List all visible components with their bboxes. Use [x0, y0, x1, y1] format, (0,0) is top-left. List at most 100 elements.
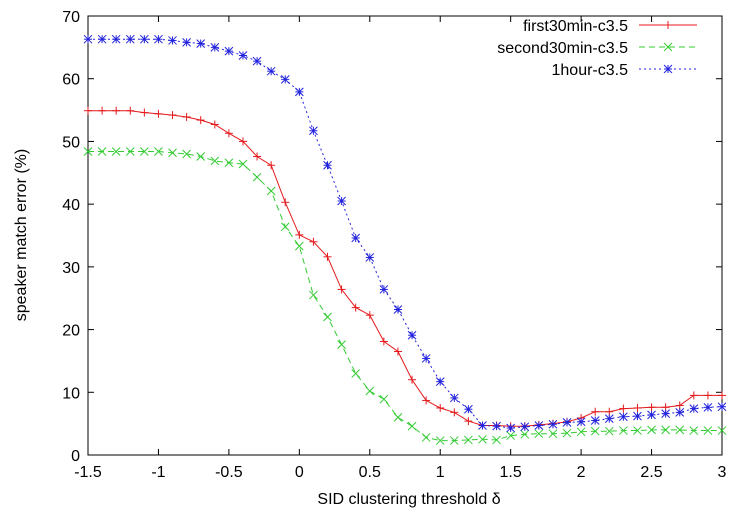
y-tick-label: 40 [62, 197, 80, 214]
data-point [422, 396, 431, 405]
data-point [492, 421, 501, 431]
x-tick-label: -1 [151, 464, 165, 481]
data-point [83, 34, 93, 44]
data-point [492, 435, 501, 445]
data-point [436, 403, 445, 412]
data-point [140, 34, 149, 44]
y-tick-label: 50 [62, 134, 80, 151]
data-point [633, 411, 642, 421]
data-point [323, 160, 332, 170]
y-tick-label: 30 [62, 260, 80, 277]
data-point [478, 434, 487, 444]
data-point [154, 34, 163, 44]
data-point [689, 404, 699, 413]
data-point [605, 407, 614, 416]
data-point [196, 152, 206, 161]
data-point [703, 426, 713, 435]
data-point [266, 186, 276, 196]
legend: first30min-c3.5 second30min-c3.5 1hour-c3.… [497, 18, 697, 79]
data-point [534, 429, 544, 439]
data-point [449, 436, 459, 445]
data-point [224, 129, 233, 138]
x-axis-label: SID clustering threshold δ [317, 491, 500, 508]
data-point [168, 111, 177, 120]
data-point [576, 417, 586, 427]
data-point [182, 37, 191, 47]
x-tick-label: 1.5 [500, 464, 522, 481]
data-point [421, 354, 431, 363]
data-point [182, 149, 191, 159]
series-3 [83, 34, 727, 433]
data-point [393, 347, 402, 356]
data-point [112, 106, 121, 115]
data-point [590, 426, 600, 436]
data-point [210, 43, 220, 52]
x-tick-label: 3 [718, 464, 727, 481]
legend-marker [663, 42, 673, 52]
data-point [675, 425, 685, 435]
data-point [196, 39, 206, 48]
data-point [337, 196, 346, 206]
data-point [619, 412, 628, 422]
x-tick-label: -0.5 [215, 464, 243, 481]
data-point [647, 403, 656, 412]
data-point [548, 419, 558, 429]
data-point [323, 312, 332, 322]
data-point [111, 34, 121, 44]
data-point [295, 230, 304, 239]
data-point [253, 152, 262, 161]
data-point [182, 112, 191, 121]
series-1 [84, 106, 726, 431]
data-point [548, 429, 558, 439]
data-point [675, 408, 685, 417]
series-line [88, 151, 722, 442]
data-point [309, 290, 318, 300]
data-point [506, 423, 516, 433]
data-point [619, 404, 628, 413]
data-point [689, 426, 699, 435]
data-point [111, 147, 121, 156]
data-point [140, 147, 149, 156]
series-line [88, 110, 722, 427]
data-point [407, 421, 417, 431]
data-point [661, 409, 670, 418]
y-tick-label: 0 [71, 448, 80, 465]
data-point [294, 87, 304, 97]
data-point [154, 109, 163, 118]
data-point [449, 393, 459, 403]
data-point [351, 369, 361, 378]
data-point [125, 34, 135, 44]
x-tick-label: 2 [577, 464, 586, 481]
data-point [337, 340, 346, 349]
data-point [266, 66, 276, 76]
data-point [689, 391, 698, 400]
legend-marker [664, 21, 672, 29]
data-point [379, 394, 389, 404]
data-point [238, 51, 248, 60]
data-point [379, 337, 388, 346]
data-point [464, 417, 473, 426]
data-point [604, 426, 614, 436]
data-point [520, 429, 530, 439]
data-point [408, 375, 417, 384]
data-point [647, 425, 656, 435]
data-point [83, 147, 93, 156]
data-point [576, 427, 586, 437]
data-point [591, 407, 600, 416]
data-point [407, 330, 417, 340]
data-point [168, 36, 177, 45]
data-point [478, 421, 487, 430]
data-point [323, 252, 332, 261]
data-point [351, 233, 361, 243]
data-point [604, 414, 614, 423]
data-point [365, 253, 375, 262]
data-point [393, 305, 403, 314]
data-point [337, 285, 346, 294]
plot-frame [87, 15, 723, 456]
data-point [562, 428, 572, 438]
data-point [224, 158, 234, 168]
data-point [140, 108, 149, 117]
data-point [365, 311, 374, 320]
data-point [309, 237, 318, 246]
data-point [717, 426, 727, 435]
